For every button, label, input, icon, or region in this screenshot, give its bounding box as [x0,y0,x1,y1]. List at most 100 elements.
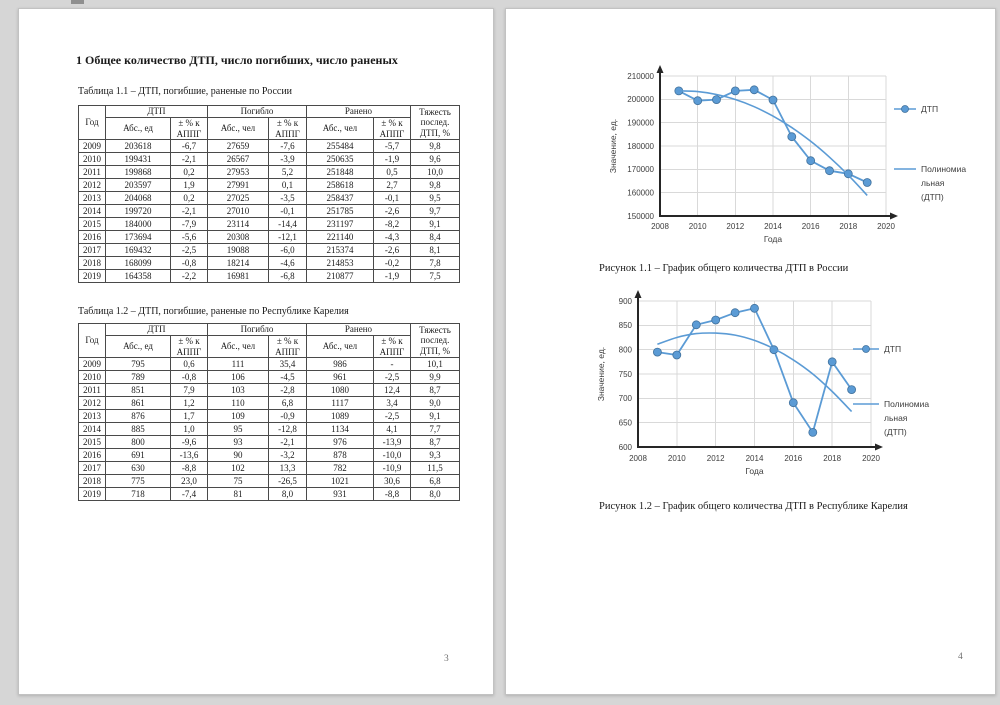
table-dtp-russia: Год ДТП Погибло Ранено Тяжесть послед. Д… [78,104,460,284]
y-tick-label: 600 [619,443,633,452]
col-group-injured: Ранено [306,105,411,118]
y-axis-title: Значение, ед. [608,119,618,173]
table-cell: 0,2 [170,191,208,206]
table-cell: -1,9 [373,152,411,167]
table-cell: 2014 [78,422,106,437]
col-abs-people: Абс., чел [207,116,269,141]
document-page-4: 150000 160000 170000 180000 190000 200000 2100… [505,8,996,695]
table-row: 2012 861 1,2 110 6,8 1117 3,4 9,0 [78,396,460,411]
table-cell: -7,6 [268,139,307,154]
table-cell: 35,4 [268,357,307,372]
col-abs-people: Абс., чел [306,116,374,141]
axes [656,65,898,220]
table-cell: 106 [207,370,269,385]
col-group-dtp: ДТП [105,105,208,118]
table-cell: 27010 [207,204,269,219]
table-cell: -12,1 [268,230,307,245]
table-row: 2013 204068 0,2 27025 -3,5 258437 -0,1 9,5 [78,191,460,206]
x-tick-label: 2010 [689,222,707,231]
table-cell: 20308 [207,230,269,245]
table-cell: 27991 [207,178,269,193]
y-axis-title: Значение, ед. [596,347,606,401]
table-cell: -4,6 [268,256,307,271]
table-cell: 7,8 [410,256,460,271]
table-cell: -0,1 [373,191,411,206]
table-cell: 27025 [207,191,269,206]
table-cell: 2016 [78,230,106,245]
table-cell: 2,7 [373,178,411,193]
y-tick-label: 200000 [627,95,654,104]
y-tick-label: 650 [619,418,633,427]
chart-dtp-karelia: 600 650 700 750 800 850 900 2008 2010 2012 2014 201… [596,290,929,476]
x-axis-title: Года [764,234,783,244]
table-cell: 976 [306,435,374,450]
table-cell: 2015 [78,217,106,232]
y-tick-label: 170000 [627,165,654,174]
table-cell: -0,9 [268,409,307,424]
table-cell: 81 [207,487,269,502]
table-cell: 2011 [78,165,106,180]
table-cell: -0,1 [268,204,307,219]
table-cell: 102 [207,461,269,476]
table-cell: 184000 [105,217,171,232]
page-number: 3 [444,654,449,664]
chart-dtp-russia: 150000 160000 170000 180000 190000 200000 2100… [608,65,966,244]
table-cell: 9,5 [410,191,460,206]
table-cell: -0,8 [170,370,208,385]
table-row: 2014 199720 -2,1 27010 -0,1 251785 -2,6 9,7 [78,204,460,219]
y-tick-label: 190000 [627,118,654,127]
table-cell: 0,5 [373,165,411,180]
col-pct-appg: ± % к АППГ [170,334,208,359]
col-group-killed: Погибло [207,105,307,118]
table-cell: 885 [105,422,171,437]
table-cell: 27659 [207,139,269,154]
table-dtp-karelia: Год ДТП Погибло Ранено Тяжесть послед. Д… [78,322,460,502]
col-pct-appg: ± % к АППГ [373,334,411,359]
x-tick-label: 2016 [784,454,802,463]
table-cell: 9,3 [410,448,460,463]
table-cell: -8,8 [373,487,411,502]
table-cell: 2013 [78,191,106,206]
table-cell: 2013 [78,409,106,424]
table-cell: 2017 [78,243,106,258]
table-cell: -2,2 [170,269,208,284]
x-tick-label: 2018 [839,222,857,231]
table-cell: 95 [207,422,269,437]
y-tick-label: 800 [619,345,633,354]
x-tick-label: 2018 [823,454,841,463]
col-year: Год [78,322,106,359]
table-cell: 861 [105,396,171,411]
trendline [678,90,868,196]
table-cell: 203597 [105,178,171,193]
table-row: 2011 199868 0,2 27953 5,2 251848 0,5 10,0 [78,165,460,180]
x-axis-title: Года [745,466,764,476]
table-cell: -2,8 [268,383,307,398]
table-cell: 1117 [306,396,374,411]
col-pct-appg: ± % к АППГ [268,116,307,141]
table-cell: 1,9 [170,178,208,193]
table-cell: 3,4 [373,396,411,411]
table-cell: 258437 [306,191,374,206]
table-cell: 1,2 [170,396,208,411]
table-cell: -2,5 [170,243,208,258]
y-tick-label: 850 [619,321,633,330]
table-cell: -4,5 [268,370,307,385]
table-cell: 789 [105,370,171,385]
table-cell: 876 [105,409,171,424]
table-cell: -0,8 [170,256,208,271]
table-cell: 7,7 [410,422,460,437]
data-markers [674,85,872,187]
table2-caption: Таблица 1.2 – ДТП, погибшие, раненые по … [78,306,349,317]
table-cell: 878 [306,448,374,463]
axes [634,290,883,451]
table-row: 2018 775 23,0 75 -26,5 1021 30,6 6,8 [78,474,460,489]
table-cell: 1080 [306,383,374,398]
table-cell: -7,9 [170,217,208,232]
table-cell: - [373,357,411,372]
table-cell: 6,8 [268,396,307,411]
table-row: 2009 795 0,6 111 35,4 986-10,1 [78,357,460,372]
table-row: 2011 851 7,9 103 -2,8 1080 12,4 8,7 [78,383,460,398]
table-cell: 27953 [207,165,269,180]
table-cell: 9,8 [410,178,460,193]
table-cell: 255484 [306,139,374,154]
